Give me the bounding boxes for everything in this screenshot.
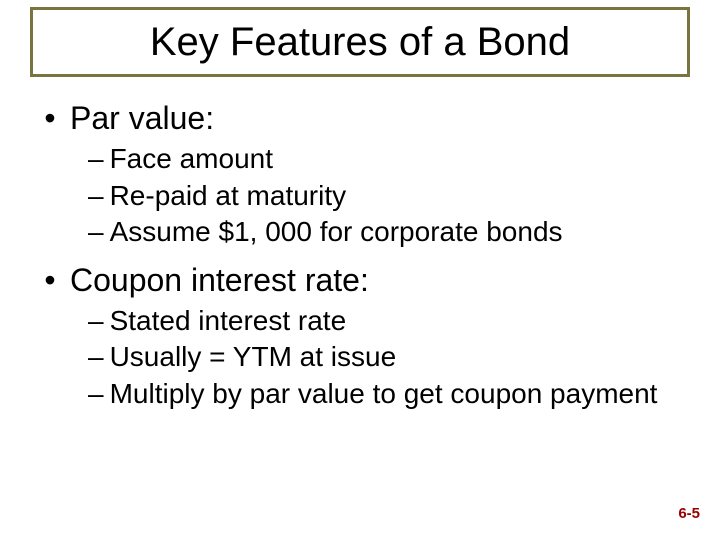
- lvl1-row: • Par value:: [30, 95, 690, 141]
- bullet-icon: •: [30, 257, 70, 303]
- page-number: 6-5: [678, 505, 700, 522]
- list-item: • Coupon interest rate: – Stated interes…: [30, 257, 690, 413]
- slide-content: • Par value: – Face amount – Re-paid at …: [30, 95, 690, 418]
- lvl1-row: • Coupon interest rate:: [30, 257, 690, 303]
- list-subitem: – Usually = YTM at issue: [30, 339, 690, 375]
- list-subitem: – Face amount: [30, 141, 690, 177]
- dash-icon: –: [88, 303, 104, 339]
- title-box: Key Features of a Bond: [30, 7, 690, 77]
- dash-icon: –: [88, 141, 104, 177]
- slide-title: Key Features of a Bond: [150, 20, 570, 65]
- lvl2-label: Assume $1, 000 for corporate bonds: [110, 214, 690, 250]
- list-subitem: – Assume $1, 000 for corporate bonds: [30, 214, 690, 250]
- dash-icon: –: [88, 178, 104, 214]
- lvl1-label: Par value:: [70, 95, 690, 141]
- list-item: • Par value: – Face amount – Re-paid at …: [30, 95, 690, 251]
- lvl1-label: Coupon interest rate:: [70, 257, 690, 303]
- list-subitem: – Re-paid at maturity: [30, 178, 690, 214]
- lvl2-label: Stated interest rate: [110, 303, 690, 339]
- lvl2-label: Re-paid at maturity: [110, 178, 690, 214]
- list-subitem: – Stated interest rate: [30, 303, 690, 339]
- dash-icon: –: [88, 214, 104, 250]
- lvl2-label: Face amount: [110, 141, 690, 177]
- list-subitem: – Multiply by par value to get coupon pa…: [30, 376, 690, 412]
- lvl2-label: Usually = YTM at issue: [110, 339, 690, 375]
- lvl2-label: Multiply by par value to get coupon paym…: [110, 376, 690, 412]
- dash-icon: –: [88, 339, 104, 375]
- dash-icon: –: [88, 376, 104, 412]
- bullet-icon: •: [30, 95, 70, 141]
